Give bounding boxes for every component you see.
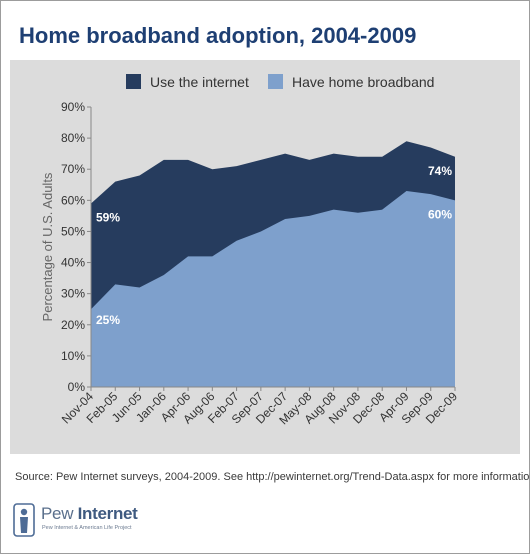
area-chart: Use the internet Have home broadband Per… — [40, 74, 460, 427]
y-tick-label: 50% — [61, 224, 85, 238]
plot-area: 0%10%20%30%40%50%60%70%80%90%Nov-04Feb-0… — [59, 100, 460, 427]
y-tick-label: 10% — [61, 349, 85, 363]
data-label-broadband-end: 60% — [428, 207, 452, 221]
y-tick-label: 30% — [61, 287, 85, 301]
chart-title: Home broadband adoption, 2004-2009 — [19, 23, 417, 48]
pew-logo-figure-icon — [13, 503, 35, 537]
logo-word-internet: Internet — [77, 504, 138, 523]
y-axis-title: Percentage of U.S. Adults — [40, 172, 55, 321]
y-tick-label: 40% — [61, 256, 85, 270]
legend-label-broadband: Have home broadband — [292, 74, 434, 90]
logo-wordmark: Pew Internet — [41, 504, 138, 524]
y-tick-label: 0% — [68, 380, 86, 394]
data-label-broadband-start: 25% — [96, 313, 120, 327]
area-home-broadband — [91, 191, 455, 387]
pew-logo: Pew Internet Pew Internet & American Lif… — [13, 501, 153, 541]
legend: Use the internet Have home broadband — [126, 74, 434, 90]
chart-panel: Use the internet Have home broadband Per… — [10, 60, 520, 454]
y-tick-label: 20% — [61, 318, 85, 332]
legend-swatch-internet — [126, 74, 141, 89]
source-note: Source: Pew Internet surveys, 2004-2009.… — [15, 471, 530, 483]
y-tick-label: 60% — [61, 193, 85, 207]
legend-label-internet: Use the internet — [150, 74, 249, 90]
legend-swatch-broadband — [268, 74, 283, 89]
data-label-internet-start: 59% — [96, 210, 120, 224]
y-tick-label: 90% — [61, 100, 85, 114]
data-label-internet-end: 74% — [428, 164, 452, 178]
y-tick-label: 80% — [61, 131, 85, 145]
y-tick-label: 70% — [61, 162, 85, 176]
logo-subtitle: Pew Internet & American Life Project — [42, 525, 132, 531]
logo-word-pew: Pew — [41, 504, 74, 523]
